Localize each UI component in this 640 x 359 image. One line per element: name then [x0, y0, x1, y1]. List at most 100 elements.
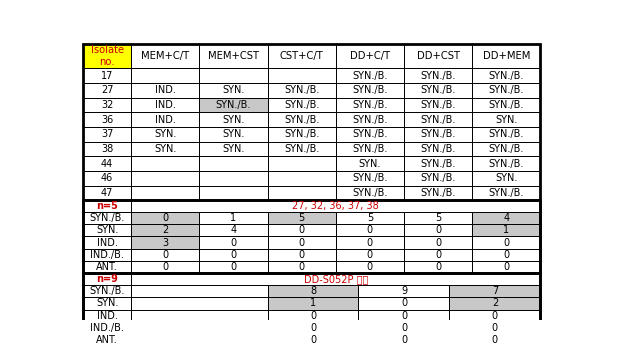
Text: SYN.: SYN.: [154, 144, 177, 154]
Bar: [268, 142, 336, 156]
Text: SYN./B.: SYN./B.: [90, 213, 125, 223]
Text: MEM+C/T: MEM+C/T: [141, 51, 189, 61]
Bar: [404, 142, 472, 156]
Text: IND.: IND.: [155, 85, 176, 95]
Text: 0: 0: [367, 250, 373, 260]
Text: SYN./B.: SYN./B.: [420, 159, 456, 169]
Text: SYN.: SYN.: [358, 159, 381, 169]
Bar: [83, 273, 131, 285]
Bar: [83, 261, 131, 273]
Text: 0: 0: [401, 335, 407, 345]
Text: 0: 0: [162, 262, 168, 272]
Text: SYN./B.: SYN./B.: [352, 188, 388, 198]
Bar: [358, 285, 449, 297]
Bar: [268, 309, 358, 322]
Text: DD+CST: DD+CST: [417, 51, 460, 61]
Text: SYN.: SYN.: [96, 298, 118, 308]
Bar: [472, 171, 540, 186]
Text: SYN./B.: SYN./B.: [488, 100, 524, 110]
Text: 0: 0: [230, 238, 237, 247]
Bar: [268, 285, 358, 297]
Bar: [83, 322, 131, 334]
Text: SYN./B.: SYN./B.: [352, 173, 388, 183]
Bar: [83, 297, 131, 309]
Text: 37: 37: [101, 129, 113, 139]
Bar: [472, 69, 540, 83]
Text: SYN.: SYN.: [154, 129, 177, 139]
Bar: [404, 44, 472, 69]
Bar: [131, 142, 199, 156]
Bar: [268, 334, 358, 346]
Text: 27: 27: [101, 85, 113, 95]
Bar: [472, 224, 540, 236]
Bar: [83, 309, 131, 322]
Bar: [131, 322, 268, 334]
Bar: [449, 309, 540, 322]
Text: SYN./B.: SYN./B.: [420, 188, 456, 198]
Text: 1: 1: [503, 225, 509, 235]
Text: SYN./B.: SYN./B.: [420, 85, 456, 95]
Text: IND.: IND.: [155, 100, 176, 110]
Text: 0: 0: [367, 262, 373, 272]
Bar: [83, 127, 131, 142]
Text: IND.: IND.: [155, 115, 176, 125]
Bar: [472, 156, 540, 171]
Bar: [83, 273, 540, 346]
Bar: [131, 297, 268, 309]
Bar: [449, 322, 540, 334]
Bar: [131, 112, 199, 127]
Bar: [268, 44, 336, 69]
Text: SYN./B.: SYN./B.: [488, 85, 524, 95]
Text: 0: 0: [310, 323, 316, 333]
Text: SYN.: SYN.: [222, 144, 244, 154]
Bar: [199, 212, 268, 224]
Text: DD-S052P 조합: DD-S052P 조합: [303, 274, 368, 284]
Text: 0: 0: [401, 323, 407, 333]
Text: ANT.: ANT.: [96, 262, 118, 272]
Text: 0: 0: [492, 323, 498, 333]
Bar: [131, 249, 199, 261]
Bar: [268, 112, 336, 127]
Text: 0: 0: [162, 250, 168, 260]
Text: SYN./B.: SYN./B.: [284, 85, 319, 95]
Bar: [83, 83, 131, 98]
Bar: [404, 212, 472, 224]
Text: 0: 0: [367, 225, 373, 235]
Text: 47: 47: [101, 188, 113, 198]
Bar: [83, 156, 131, 171]
Bar: [404, 112, 472, 127]
Bar: [131, 236, 199, 249]
Bar: [404, 83, 472, 98]
Text: 44: 44: [101, 159, 113, 169]
Bar: [131, 285, 268, 297]
Bar: [404, 236, 472, 249]
Bar: [83, 249, 131, 261]
Text: 0: 0: [299, 238, 305, 247]
Bar: [472, 44, 540, 69]
Text: 0: 0: [401, 311, 407, 321]
Bar: [199, 127, 268, 142]
Text: SYN.: SYN.: [96, 225, 118, 235]
Bar: [472, 127, 540, 142]
Text: IND./B.: IND./B.: [90, 323, 124, 333]
Bar: [358, 309, 449, 322]
Bar: [472, 83, 540, 98]
Bar: [449, 297, 540, 309]
Bar: [336, 186, 404, 200]
Text: SYN./B.: SYN./B.: [284, 144, 319, 154]
Text: 0: 0: [435, 238, 441, 247]
Bar: [268, 224, 336, 236]
Bar: [83, 186, 131, 200]
Text: SYN./B.: SYN./B.: [284, 100, 319, 110]
Bar: [83, 69, 131, 83]
Bar: [336, 249, 404, 261]
Bar: [199, 156, 268, 171]
Text: 27, 32, 36, 37, 38: 27, 32, 36, 37, 38: [292, 201, 379, 211]
Text: SYN./B.: SYN./B.: [352, 144, 388, 154]
Text: SYN./B.: SYN./B.: [488, 159, 524, 169]
Text: 0: 0: [503, 250, 509, 260]
Bar: [83, 200, 131, 212]
Bar: [336, 224, 404, 236]
Bar: [83, 224, 131, 236]
Bar: [199, 69, 268, 83]
